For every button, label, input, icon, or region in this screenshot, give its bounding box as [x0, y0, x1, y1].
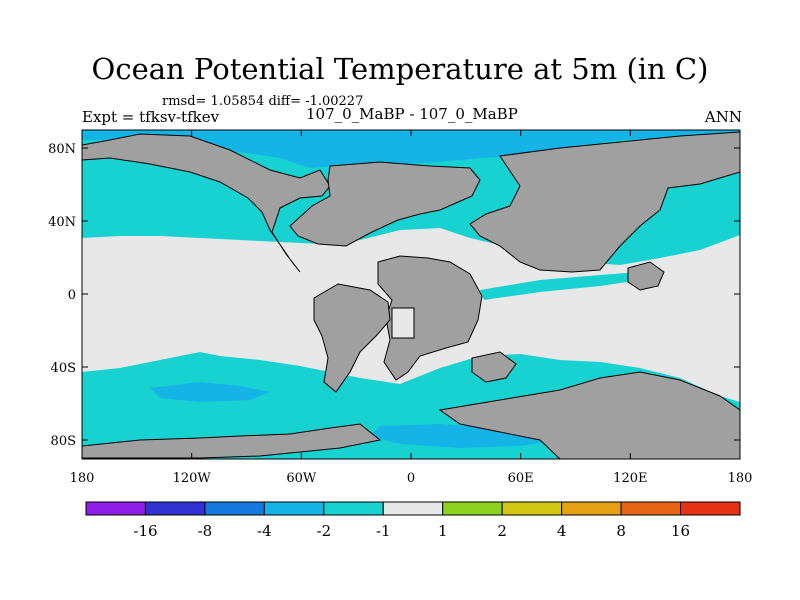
inland-gap: [391, 307, 415, 339]
eurasia: [469, 131, 740, 273]
colorbar-swatch: [382, 501, 444, 516]
greenland-europe: [289, 161, 481, 247]
colorbar-swatch: [561, 501, 622, 516]
colorbar-swatch: [204, 501, 265, 516]
y-tick-label: 0: [68, 288, 76, 303]
x-tick-label: 60W: [286, 471, 317, 486]
x-tick-label: 180: [728, 471, 753, 486]
colorbar-swatch: [263, 501, 325, 516]
stats-text: rmsd= 1.05854 diff= -1.00227: [162, 94, 364, 109]
x-tick-label: 120W: [173, 471, 212, 486]
x-tick-label: 60E: [508, 471, 534, 486]
colorbar-swatch: [323, 501, 384, 516]
pacific-cool-patch: [150, 382, 270, 402]
equatorial-cool-streak: [480, 272, 640, 300]
land-masses: [82, 131, 740, 459]
season-label: ANN: [704, 108, 742, 126]
x-tick-label: 0: [407, 471, 415, 486]
colorbar: -16 -8 -4 -2 -1 1 2 4 8 16: [85, 501, 741, 540]
south-america: [313, 283, 391, 393]
colorbar-label: 4: [557, 522, 567, 540]
runs-label: 107_0_MaBP - 107_0_MaBP: [306, 105, 518, 123]
north-america: [82, 133, 331, 273]
antarctica-east: [438, 371, 740, 459]
island-south: [471, 351, 517, 383]
colorbar-label: 16: [671, 522, 690, 540]
arctic-cool-patch: [82, 130, 740, 168]
colorbar-label: 2: [497, 522, 507, 540]
colorbar-swatch: [85, 501, 146, 516]
y-tick-label: 40S: [51, 361, 76, 376]
colorbar-label: -2: [317, 522, 332, 540]
asia-peninsula: [627, 261, 665, 291]
colorbar-label: 8: [616, 522, 626, 540]
y-tick-label: 80N: [48, 142, 76, 157]
antarctica-west: [82, 423, 382, 459]
colorbar-swatch: [501, 501, 563, 516]
experiment-label: Expt = tfksv-tfkev: [82, 108, 220, 126]
x-tick-label: 180: [70, 471, 95, 486]
map-title: Ocean Potential Temperature at 5m (in C): [91, 52, 709, 86]
colorbar-label: 1: [438, 522, 448, 540]
y-tick-label: 40N: [48, 215, 76, 230]
colorbar-swatch: [680, 501, 741, 516]
x-tick-label: 120E: [613, 471, 647, 486]
colorbar-label: -16: [133, 522, 157, 540]
map-field: [82, 130, 740, 459]
y-tick-label: 80S: [51, 434, 76, 449]
colorbar-label: -1: [376, 522, 391, 540]
axis-ticks: 180 120W 60W 0 60E 120E 180 80N 40N 0 40S 80S: [48, 130, 752, 486]
colorbar-swatch: [144, 501, 206, 516]
colorbar-label: -8: [198, 522, 213, 540]
colorbar-swatch: [620, 501, 682, 516]
colorbar-swatch: [442, 501, 503, 516]
colorbar-label: -4: [257, 522, 272, 540]
